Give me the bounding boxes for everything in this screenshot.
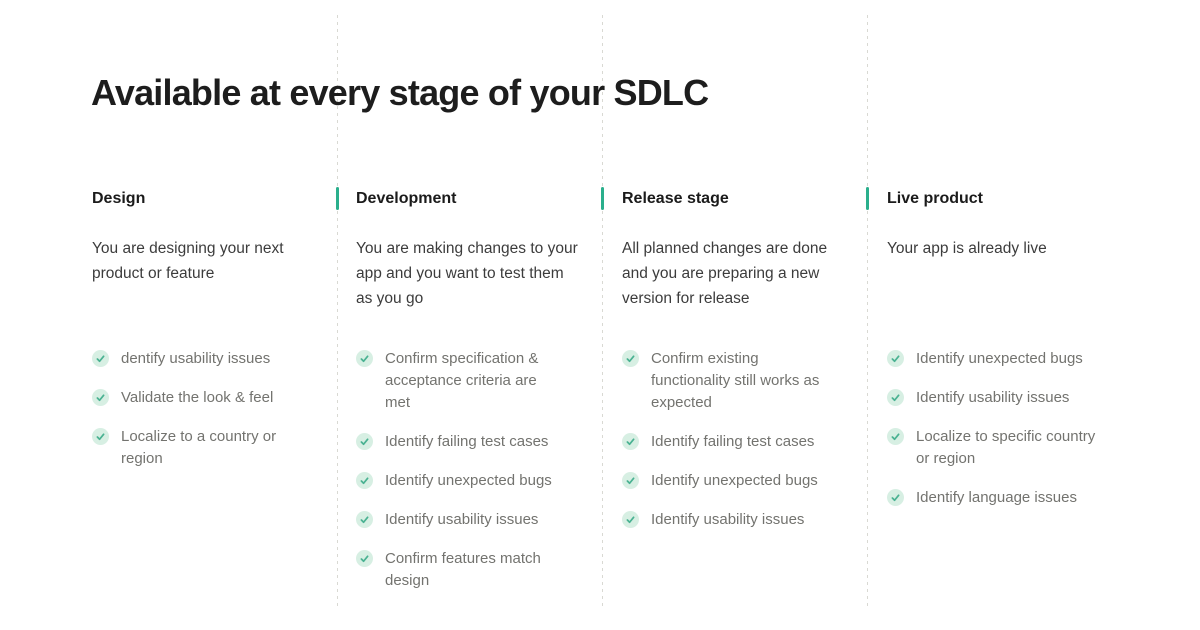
- checklist-item: Confirm specification & acceptance crite…: [356, 348, 596, 414]
- checklist-item: Identify language issues: [887, 487, 1127, 509]
- stage-column-release-stage: Release stage All planned changes are do…: [622, 188, 862, 531]
- check-circle-icon: [622, 350, 639, 367]
- page-title: Available at every stage of your SDLC: [91, 72, 709, 113]
- checklist-item-label: Identify usability issues: [916, 389, 1070, 406]
- check-circle-icon: [356, 350, 373, 367]
- checklist-item-label: Identify usability issues: [385, 511, 539, 528]
- check-circle-icon: [622, 511, 639, 528]
- stage-column-live-product: Live product Your app is already live Id…: [887, 188, 1127, 509]
- check-circle-icon: [92, 389, 109, 406]
- stage-heading: Release stage: [622, 190, 729, 207]
- checklist-item-label: Identify usability issues: [651, 511, 805, 528]
- check-circle-icon: [622, 472, 639, 489]
- checklist-item-label: Identify unexpected bugs: [916, 350, 1083, 367]
- stage-accent-bar: [866, 187, 869, 210]
- checklist-item: Identify unexpected bugs: [887, 348, 1127, 370]
- stage-column-design: Design You are designing your next produ…: [92, 188, 332, 470]
- check-circle-icon: [92, 350, 109, 367]
- stage-description: Your app is already live: [887, 240, 1047, 257]
- checklist-item-label: Localize to specific country or region: [916, 428, 1096, 467]
- stage-column-development: Development You are making changes to yo…: [356, 188, 596, 592]
- checklist-item: Identify usability issues: [622, 509, 862, 531]
- check-circle-icon: [356, 433, 373, 450]
- checklist-item: Localize to a country or region: [92, 426, 332, 470]
- stage-heading: Design: [92, 190, 146, 207]
- checklist-item: Identify failing test cases: [356, 431, 596, 453]
- checklist-item: Confirm existing functionality still wor…: [622, 348, 862, 414]
- check-circle-icon: [356, 511, 373, 528]
- column-divider: [601, 15, 604, 607]
- check-circle-icon: [887, 428, 904, 445]
- checklist-item-label: Identify failing test cases: [651, 433, 815, 450]
- stage-heading: Development: [356, 190, 457, 207]
- checklist-item: dentify usability issues: [92, 348, 332, 370]
- checklist-item-label: Identify unexpected bugs: [385, 472, 552, 489]
- stage-checklist: Identify unexpected bugs Identify usabil…: [887, 348, 1127, 509]
- stage-checklist: dentify usability issues Validate the lo…: [92, 348, 332, 470]
- check-circle-icon: [622, 433, 639, 450]
- column-divider: [866, 15, 869, 607]
- checklist-item: Validate the look & feel: [92, 387, 332, 409]
- check-circle-icon: [92, 428, 109, 445]
- stage-accent-bar: [336, 187, 339, 210]
- checklist-item-label: Identify failing test cases: [385, 433, 549, 450]
- checklist-item-label: Localize to a country or region: [121, 428, 277, 467]
- checklist-item: Identify failing test cases: [622, 431, 862, 453]
- column-divider: [336, 15, 339, 607]
- check-circle-icon: [356, 550, 373, 567]
- check-circle-icon: [887, 389, 904, 406]
- checklist-item-label: Identify language issues: [916, 489, 1077, 506]
- stage-description: You are making changes to your app and y…: [356, 240, 578, 307]
- check-circle-icon: [356, 472, 373, 489]
- stage-description: All planned changes are done and you are…: [622, 240, 828, 307]
- stage-checklist: Confirm existing functionality still wor…: [622, 348, 862, 531]
- checklist-item: Identify unexpected bugs: [356, 470, 596, 492]
- checklist-item-label: dentify usability issues: [121, 350, 271, 367]
- checklist-item-label: Confirm features match design: [385, 550, 541, 589]
- checklist-item: Localize to specific country or region: [887, 426, 1127, 470]
- check-circle-icon: [887, 489, 904, 506]
- checklist-item: Identify unexpected bugs: [622, 470, 862, 492]
- check-circle-icon: [887, 350, 904, 367]
- stage-accent-bar: [601, 187, 604, 210]
- checklist-item-label: Identify unexpected bugs: [651, 472, 818, 489]
- checklist-item-label: Confirm specification & acceptance crite…: [385, 350, 539, 411]
- checklist-item-label: Validate the look & feel: [121, 389, 274, 406]
- checklist-item: Identify usability issues: [356, 509, 596, 531]
- checklist-item-label: Confirm existing functionality still wor…: [651, 350, 820, 411]
- stage-description: You are designing your next product or f…: [92, 240, 284, 282]
- stage-checklist: Confirm specification & acceptance crite…: [356, 348, 596, 592]
- checklist-item: Identify usability issues: [887, 387, 1127, 409]
- stage-heading: Live product: [887, 190, 984, 207]
- checklist-item: Confirm features match design: [356, 548, 596, 592]
